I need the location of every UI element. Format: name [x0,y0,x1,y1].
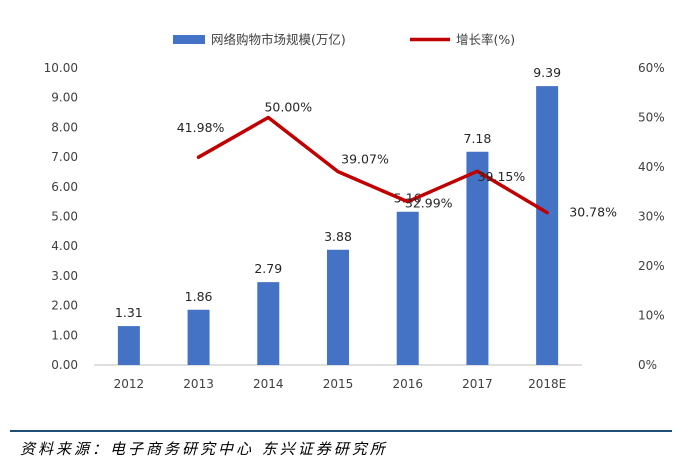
source-note: 资料来源：电子商务研究中心 东兴证券研究所 [20,440,388,458]
legend-bar-swatch [173,35,205,44]
growth-rate-point [475,169,479,173]
growth-rate-point [197,155,201,159]
bar-data-label: 1.86 [185,289,213,304]
y-left-tick-label: 10.00 [44,61,78,75]
y-left-tick-label: 0.00 [51,358,78,372]
line-data-label: 50.00% [264,100,312,115]
y-left-tick-label: 2.00 [51,299,78,313]
line-data-label: 39.15% [478,169,526,184]
x-tick-label: 2016 [392,377,423,391]
x-tick-label: 2012 [114,377,145,391]
y-right-tick-label: 50% [638,111,665,125]
x-tick-label: 2018E [528,377,566,391]
y-left-tick-label: 7.00 [51,150,78,164]
y-left-tick-label: 8.00 [51,120,78,134]
bar-market-size [466,151,489,365]
growth-rate-point [545,211,549,215]
y-left-tick-label: 9.00 [51,91,78,105]
growth-rate-point [336,170,340,174]
legend-bar-label: 网络购物市场规模(万亿) [211,32,346,47]
bar-data-label: 7.18 [464,131,492,146]
y-left-tick-label: 1.00 [51,328,78,342]
bar-market-size [117,326,140,365]
bar-market-size [327,249,349,365]
legend-line-label: 增长率(%) [456,32,515,47]
x-tick-label: 2013 [183,377,214,391]
bar-data-label: 1.31 [115,305,143,320]
y-right-tick-label: 60% [638,61,665,75]
bar-market-size [257,282,280,365]
y-right-tick-label: 0% [638,358,657,372]
bar-data-label: 5.16 [394,191,422,206]
line-data-label: 41.98% [177,120,225,135]
y-left-tick-label: 6.00 [51,180,78,194]
y-left-tick-label: 3.00 [51,269,78,283]
line-data-label: 30.78% [569,205,617,220]
line-data-label: 39.07% [341,152,389,167]
y-left-tick-label: 5.00 [51,210,78,224]
y-right-tick-label: 10% [638,309,665,323]
x-tick-label: 2014 [253,377,284,391]
y-left-tick-label: 4.00 [51,239,78,253]
y-right-tick-label: 20% [638,259,665,273]
y-right-tick-label: 30% [638,210,665,224]
bar-market-size [536,86,559,365]
growth-rate-point [266,116,270,119]
bar-market-size [187,309,210,365]
bar-data-label: 9.39 [533,65,561,80]
x-tick-label: 2017 [462,377,493,391]
growth-rate-line [196,115,549,215]
bar-market-size [396,211,419,365]
bar-data-label: 2.79 [254,261,282,276]
footer-divider [10,430,672,432]
growth-rate-point [406,200,410,204]
bar-data-label: 3.88 [324,229,352,244]
x-tick-label: 2015 [323,377,354,391]
y-right-tick-label: 40% [638,160,665,174]
line-data-label: 32.99% [405,196,453,211]
